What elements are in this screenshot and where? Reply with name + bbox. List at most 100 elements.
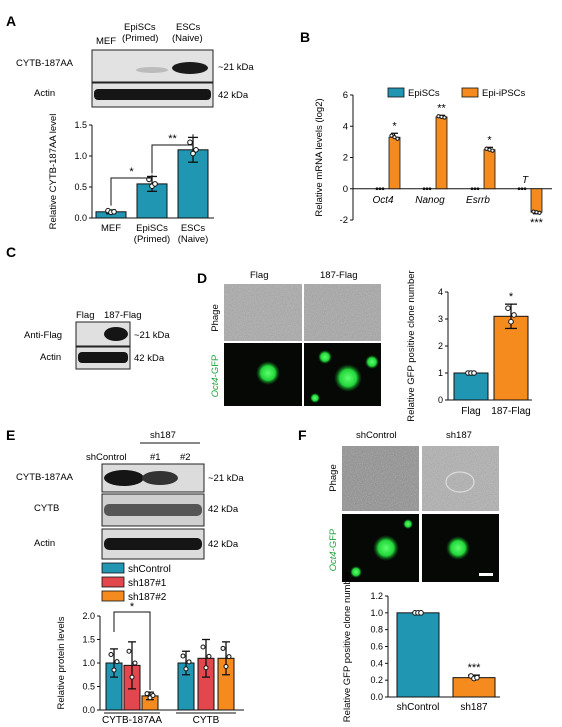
f-gfp-colony bbox=[373, 535, 399, 561]
data-point bbox=[473, 187, 477, 191]
data-point bbox=[187, 139, 193, 146]
data-point bbox=[203, 665, 209, 671]
data-point bbox=[132, 660, 138, 666]
data-point bbox=[180, 653, 186, 659]
panel-e: E sh187 shControl #1 #2 CYTB-187AA ~21 k… bbox=[6, 427, 244, 726]
data-point bbox=[126, 648, 132, 654]
data-point bbox=[111, 667, 117, 673]
y-tick-label: -2 bbox=[340, 215, 348, 226]
x-tick-label: EpiSCs bbox=[136, 223, 168, 234]
sig-label: * bbox=[129, 166, 134, 178]
e-band-cytb bbox=[104, 504, 202, 516]
x-tick-label: MEF bbox=[101, 223, 121, 234]
e-lane-label-2: #2 bbox=[180, 452, 191, 463]
legend-label: shControl bbox=[128, 564, 171, 575]
data-point bbox=[422, 187, 426, 191]
d-gfp-colony bbox=[365, 355, 379, 369]
data-point bbox=[152, 181, 158, 187]
chart-b: -2 0 2 4 6 Relative mRNA levels (log2) EpiSCs E… bbox=[314, 87, 552, 229]
e-size-cytb: 42 kDa bbox=[208, 504, 239, 515]
d-gfp-colony bbox=[318, 350, 332, 364]
data-point bbox=[511, 312, 517, 318]
x-tick-label: Nanog bbox=[415, 195, 445, 206]
x-tick-label: (Naive) bbox=[178, 234, 209, 245]
sig-label: *** bbox=[530, 217, 544, 229]
c-band-187flag bbox=[104, 327, 128, 341]
f-row-label-oct4gfp: Oct4-GFP bbox=[328, 529, 339, 572]
legend-swatch bbox=[101, 590, 125, 602]
data-point bbox=[505, 305, 511, 312]
y-tick-label: 3 bbox=[438, 314, 443, 324]
chart-e: 0.0 0.5 1.0 1.5 2.0 Relative protein levels sh… bbox=[56, 562, 244, 726]
legend-swatch bbox=[101, 562, 125, 574]
data-point bbox=[190, 150, 196, 157]
y-axis-label: Relative GFP positive clone number bbox=[406, 270, 417, 421]
c-band-actin bbox=[78, 352, 128, 363]
data-point bbox=[150, 693, 156, 699]
sig-label: * bbox=[130, 601, 135, 613]
y-tick-label: 2.0 bbox=[82, 611, 95, 621]
d-col-label-flag: Flag bbox=[250, 270, 268, 281]
data-point bbox=[108, 652, 114, 658]
f-gfp-colony bbox=[350, 566, 362, 578]
y-tick-label: 2 bbox=[343, 153, 348, 164]
e-band-actin bbox=[104, 538, 202, 550]
chart-d: 0 1 2 3 4 Relative GFP positive clone number F… bbox=[406, 270, 532, 422]
d-phage-texture-flag bbox=[224, 284, 302, 341]
bar bbox=[396, 612, 440, 698]
sig-label: *** bbox=[468, 662, 482, 674]
bar bbox=[388, 136, 401, 190]
sig-label: * bbox=[392, 120, 397, 132]
a-lane-label-mef: MEF bbox=[96, 36, 116, 47]
a-row-label-cytb187: CYTB-187AA bbox=[16, 58, 74, 69]
chart-f: 0.0 0.2 0.4 0.6 0.8 1.0 1.2 Relative GFP positi… bbox=[342, 571, 500, 722]
y-tick-label: 4 bbox=[343, 121, 348, 132]
y-tick-label: 0.4 bbox=[370, 658, 383, 668]
x-tick-label: 187-Flag bbox=[491, 406, 530, 417]
x-tick-label: Esrrb bbox=[466, 195, 490, 206]
e-lane-label-1: #1 bbox=[150, 452, 161, 463]
c-size-antiflag: ~21 kDa bbox=[134, 330, 170, 341]
data-point bbox=[183, 666, 189, 672]
f-col-label-sh187: sh187 bbox=[446, 430, 472, 441]
sig-bracket bbox=[110, 174, 153, 206]
bar bbox=[483, 149, 496, 190]
d-row-label-oct4gfp: Oct4-GFP bbox=[210, 355, 221, 398]
data-point bbox=[200, 644, 206, 650]
c-row-label-antiflag: Anti-Flag bbox=[24, 330, 62, 341]
data-point bbox=[470, 187, 474, 191]
y-tick-label: 1.5 bbox=[82, 635, 95, 645]
f-gfp-colony bbox=[446, 536, 470, 560]
legend-label: EpiSCs bbox=[408, 88, 440, 99]
x-tick-label: Oct4 bbox=[372, 195, 394, 206]
y-axis-label: Relative mRNA levels (log2) bbox=[314, 98, 325, 216]
data-point bbox=[220, 645, 226, 651]
y-tick-label: 0.8 bbox=[370, 625, 383, 635]
panel-f: F shControl sh187 Phage Oct4-GFP 0.00.20… bbox=[298, 427, 500, 722]
data-point bbox=[378, 187, 382, 191]
data-point bbox=[129, 674, 135, 680]
d-col-label-187flag: 187-Flag bbox=[320, 270, 358, 281]
panel-letter-e: E bbox=[6, 427, 15, 443]
e-band-cytb187 bbox=[104, 470, 144, 486]
f-scale-bar bbox=[479, 573, 493, 576]
e-size-cytb187: ~21 kDa bbox=[208, 473, 244, 484]
data-point bbox=[517, 187, 521, 191]
e-size-actin: 42 kDa bbox=[208, 539, 239, 550]
f-phage-texture-shcontrol bbox=[342, 446, 419, 511]
sig-label: * bbox=[487, 134, 492, 146]
y-tick-label: 2 bbox=[438, 341, 443, 351]
f-row-label-phage: Phage bbox=[328, 464, 339, 491]
d-gfp-colony bbox=[310, 393, 320, 403]
a-lane-label-esc: ESCs (Naive) bbox=[172, 22, 203, 44]
c-row-label-actin: Actin bbox=[40, 352, 61, 363]
panel-letter-a: A bbox=[6, 13, 16, 29]
a-size-cytb187: ~21 kDa bbox=[218, 62, 254, 73]
panel-a: A MEF EpiSCs (Primed) ESCs (Naive) CYTB-18… bbox=[6, 13, 254, 245]
panel-letter-b: B bbox=[300, 29, 310, 45]
e-group-label-sh187: sh187 bbox=[150, 430, 176, 441]
c-lane-label-flag: Flag bbox=[76, 310, 94, 321]
data-point bbox=[206, 653, 212, 659]
x-tick-label: ESCs bbox=[181, 223, 206, 234]
